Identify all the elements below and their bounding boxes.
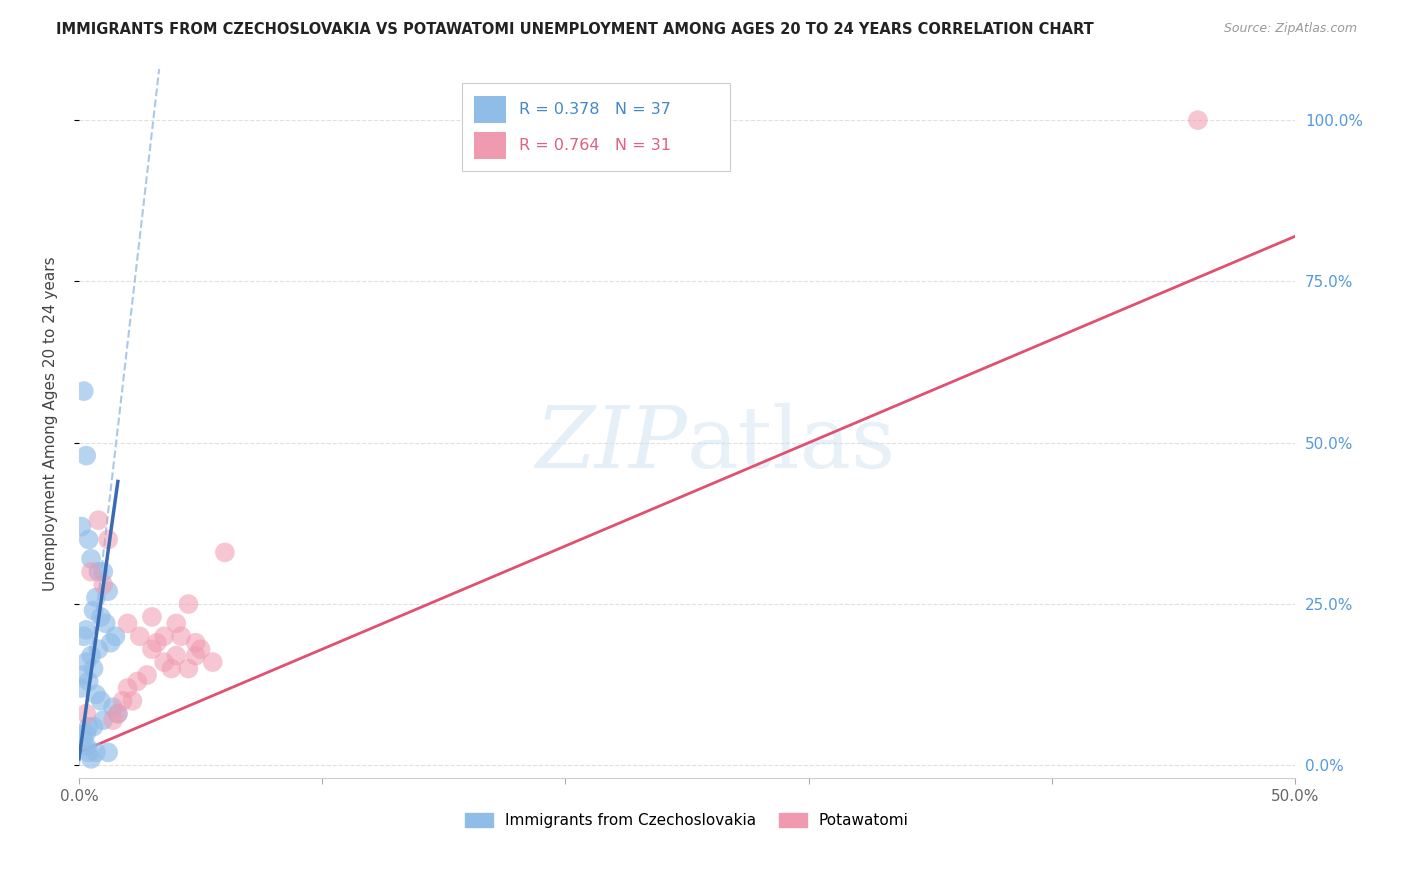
Point (100, 636, 122, 650)
Point (75, 706, 97, 721)
Text: R = 0.378   N = 37: R = 0.378 N = 37 (519, 103, 671, 117)
Bar (463, 83, 730, 171)
Point (90, 694, 112, 708)
Point (177, 597, 200, 611)
Text: IMMIGRANTS FROM CZECHOSLOVAKIA VS POTAWATOMI UNEMPLOYMENT AMONG AGES 20 TO 24 YE: IMMIGRANTS FROM CZECHOSLOVAKIA VS POTAWA… (56, 22, 1094, 37)
Text: R = 0.764   N = 31: R = 0.764 N = 31 (519, 137, 671, 153)
Point (121, 694, 143, 708)
Point (101, 700, 124, 714)
Point (165, 648, 187, 663)
Point (141, 642, 163, 657)
Point (84, 591, 107, 605)
Point (97, 533, 120, 547)
Point (73, 384, 96, 398)
Point (73, 629, 96, 643)
Point (83, 661, 105, 675)
Point (80, 552, 103, 566)
Point (136, 668, 159, 682)
Point (101, 713, 124, 727)
Point (111, 694, 134, 708)
Point (87, 513, 110, 527)
Point (75, 726, 97, 740)
Point (75, 739, 97, 753)
Point (141, 610, 163, 624)
Point (153, 655, 176, 669)
Bar (474, 132, 506, 159)
Point (128, 629, 150, 643)
Point (160, 661, 183, 675)
Point (94, 616, 117, 631)
Point (117, 681, 139, 695)
Point (70, 519, 93, 533)
Y-axis label: Unemployment Among Ages 20 to 24 years: Unemployment Among Ages 20 to 24 years (44, 256, 58, 591)
Point (87, 642, 110, 657)
Point (77, 746, 100, 760)
Point (1187, 113, 1209, 128)
Point (84, 746, 107, 760)
Point (80, 752, 103, 766)
Point (184, 648, 207, 663)
Point (70, 681, 93, 695)
Text: ZIP: ZIP (536, 403, 688, 486)
Point (83, 720, 105, 734)
Point (73, 732, 96, 747)
Point (165, 616, 187, 631)
Point (146, 636, 169, 650)
Text: Source: ZipAtlas.com: Source: ZipAtlas.com (1223, 22, 1357, 36)
Point (73, 668, 96, 682)
Point (77, 674, 100, 689)
Point (83, 603, 105, 617)
Point (91, 713, 114, 727)
Point (127, 674, 149, 689)
Point (77, 720, 100, 734)
Point (91, 577, 114, 591)
Point (97, 584, 120, 599)
Point (80, 565, 103, 579)
Point (184, 636, 207, 650)
Legend: Immigrants from Czechoslovakia, Potawatomi: Immigrants from Czechoslovakia, Potawato… (460, 807, 915, 834)
Point (75, 623, 97, 637)
Point (170, 629, 193, 643)
Text: atlas: atlas (688, 403, 896, 486)
Point (117, 616, 139, 631)
Point (214, 545, 236, 559)
Point (91, 565, 114, 579)
Point (87, 565, 110, 579)
Point (190, 642, 212, 657)
Point (177, 661, 200, 675)
Bar (474, 96, 506, 123)
Point (75, 449, 97, 463)
Point (153, 629, 176, 643)
Point (107, 706, 129, 721)
Point (90, 610, 112, 624)
Point (107, 706, 129, 721)
Point (201, 655, 224, 669)
Point (104, 629, 127, 643)
Point (97, 746, 120, 760)
Point (80, 648, 103, 663)
Point (84, 687, 107, 701)
Point (75, 655, 97, 669)
Point (77, 533, 100, 547)
